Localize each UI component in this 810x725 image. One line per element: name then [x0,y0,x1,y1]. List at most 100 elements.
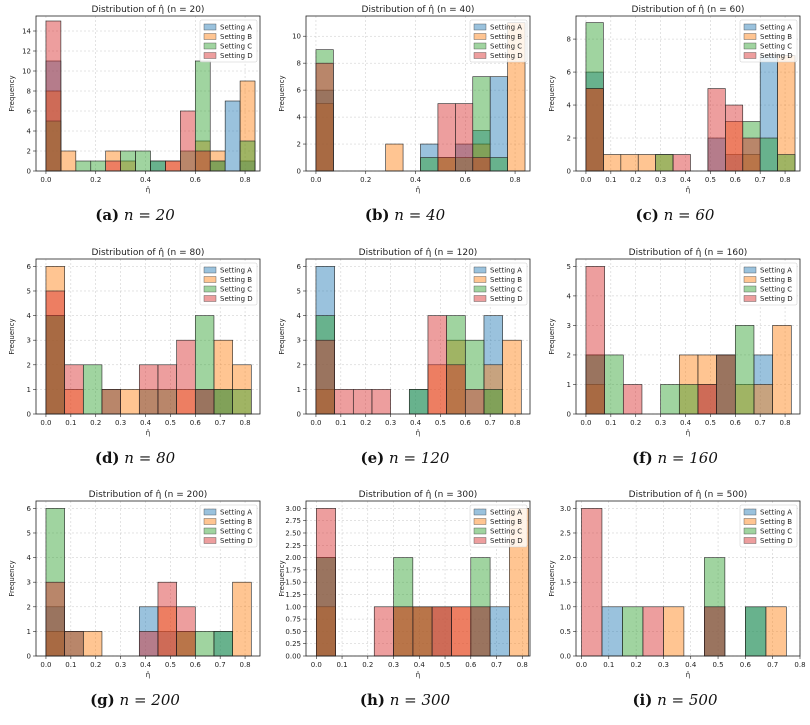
y-tick-label: 5 [297,287,301,295]
legend-label: Setting C [760,43,792,51]
legend-swatch [203,52,217,59]
histogram-bar [150,160,166,172]
legend-swatch [203,33,217,40]
x-tick-label: 0.8 [239,419,250,427]
x-tick-label: 0.3 [115,419,126,427]
chart-title: Distribution of η̂ (n = 300) [359,489,478,500]
x-tick-label: 0.1 [605,176,616,184]
y-tick-label: 4 [27,312,32,320]
legend-swatch [473,33,487,40]
histogram-bar [213,631,233,657]
histogram-bar [393,606,414,657]
legend-label: Setting A [490,24,522,32]
y-tick-label: 6 [297,263,302,271]
y-tick-label: 1 [297,386,301,394]
histogram-bar [135,150,151,172]
y-tick-label: 0.00 [285,653,301,661]
x-tick-label: 0.3 [115,661,126,669]
histogram-bar [777,154,796,172]
x-axis-label: η̂ [146,429,150,437]
x-tick-label: 0.7 [215,661,226,669]
histogram-bar [585,88,604,172]
histogram-bar [315,62,334,172]
histogram-bar [412,606,433,657]
histogram-chart: 0.0 0.1 0.2 0.3 0.4 0.5 0.6 0.7 0.8 0 1 2 3 4 5 Distrib… [548,247,801,437]
y-tick-label: 0 [297,168,301,176]
histogram-bar [138,364,159,415]
legend-label: Setting C [490,528,522,536]
histogram-bar [489,157,508,172]
legend-label: Setting D [760,295,793,303]
histogram-panel: 0.0 0.1 0.2 0.3 0.4 0.5 0.6 0.7 0.8 0 2 4 6 8 Distribu… [540,0,810,240]
y-tick-label: 3 [297,337,301,345]
x-tick-label: 0.1 [65,661,76,669]
histogram-bar [75,160,92,172]
y-axis-label: Frequency [278,560,286,596]
histogram-bar [678,384,699,415]
panel-caption: (c) n = 60 [540,206,810,224]
y-axis-label: Frequency [278,318,286,354]
axes-frame [305,15,531,172]
legend-label: Setting B [760,33,792,41]
histogram-chart: 0.0 0.1 0.2 0.3 0.4 0.5 0.6 0.7 0.8 0 1 2 3 4 5 6 Distri… [278,247,531,437]
histogram-bar [82,364,103,415]
histogram-bar [315,508,336,657]
legend-box [199,262,258,306]
histogram-bar [581,508,603,657]
x-tick-label: 0.7 [767,661,778,669]
legend-label: Setting B [220,33,252,41]
legend-swatch [743,527,757,535]
y-tick-label: 2.75 [285,517,301,525]
legend-swatch [743,276,757,283]
histogram-bar [464,389,485,415]
x-tick-label: 0.8 [517,661,528,669]
y-tick-label: 10 [22,68,31,76]
x-tick-label: 0.6 [740,661,752,669]
caption-label: (i) [632,691,653,709]
y-axis-label: Frequency [548,318,556,354]
legend-swatch [203,276,217,283]
y-tick-label: 3.00 [285,505,301,513]
legend-label: Setting B [220,276,252,284]
legend-label: Setting A [760,509,792,517]
histogram-bar [120,150,136,172]
chart-title: Distribution of η̂ (n = 80) [92,247,205,258]
x-tick-label: 0.2 [630,419,641,427]
y-tick-label: 2.0 [560,554,571,562]
caption-n-value: n = 20 [119,206,175,224]
x-tick-label: 0.5 [165,419,176,427]
legend-swatch [743,518,757,525]
histogram-bar [437,103,456,172]
legend-swatch [743,285,757,293]
legend-label: Setting A [220,267,252,275]
y-tick-label: 2 [297,141,301,149]
legend-label: Setting D [490,52,523,60]
legend-swatch [743,42,757,50]
histogram-bar [663,606,685,657]
x-tick-label: 0.1 [65,419,76,427]
y-tick-label: 5 [27,287,31,295]
histogram-bar [371,389,391,415]
legend-label: Setting B [490,276,522,284]
legend-swatch [743,537,757,544]
histogram-bar [637,154,656,172]
histogram-panel: 0.0 0.2 0.4 0.6 0.8 0 2 4 6 8 10 Distribution of η̂… [270,0,540,240]
histogram-bar [60,150,77,172]
y-tick-label: 1.75 [285,566,301,574]
y-tick-label: 1.00 [285,603,301,611]
panel-caption: (i) n = 500 [540,691,810,709]
y-tick-label: 5 [27,529,31,537]
legend-label: Setting A [760,24,792,32]
y-tick-label: 1.0 [560,603,571,611]
legend-swatch [743,295,757,302]
y-axis-label: Frequency [548,560,556,596]
legend-label: Setting B [490,33,522,41]
caption-label: (e) [360,449,385,467]
legend-box [739,504,798,548]
y-tick-label: 1 [27,386,31,394]
y-tick-label: 2.5 [560,529,571,537]
caption-n-value: n = 160 [652,449,718,467]
histogram-panel: 0.0 0.1 0.2 0.3 0.4 0.5 0.6 0.7 0.8 0 1 2 3 4 5 6 Distri… [0,485,270,725]
x-tick-label: 0.3 [385,419,396,427]
histogram-bar [502,339,522,415]
